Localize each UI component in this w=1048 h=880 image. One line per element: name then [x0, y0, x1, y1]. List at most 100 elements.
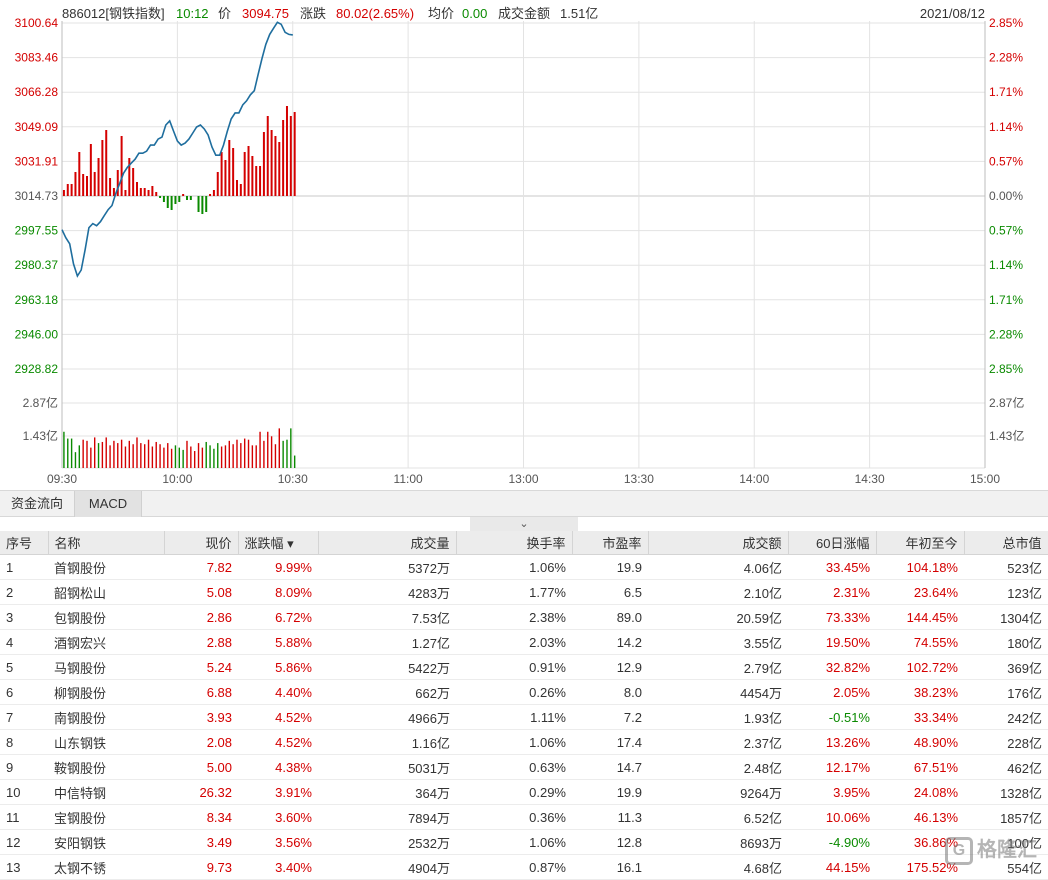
market-cap: 1328亿: [964, 779, 1048, 805]
table-row[interactable]: 2 韶钢松山 5.08 8.09% 4283万 1.77% 6.5 2.10亿 2.31% 23.…: [0, 579, 1048, 605]
table-row[interactable]: 9 鞍钢股份 5.00 4.38% 5031万 0.63% 14.7 2.48亿 12.17% 6…: [0, 754, 1048, 780]
tab-macd[interactable]: MACD: [74, 491, 142, 517]
time-tick-label: 09:30: [47, 472, 77, 486]
row-index: 12: [0, 829, 48, 855]
ytd-change: 38.23%: [876, 679, 964, 705]
table-row[interactable]: 1 首钢股份 7.82 9.99% 5372万 1.06% 19.9 4.06亿 33.45% 1…: [0, 554, 1048, 580]
volume: 4283万: [318, 579, 456, 605]
row-index: 2: [0, 579, 48, 605]
table-row[interactable]: 10 中信特钢 26.32 3.91% 364万 0.29% 19.9 9264万 3.95% 2…: [0, 779, 1048, 805]
amount: 3.55亿: [648, 629, 788, 655]
pe-ratio: 11.3: [572, 804, 648, 830]
current-time: 10:12: [176, 6, 209, 21]
amount-label: 成交金额: [498, 6, 550, 21]
col-header-amount[interactable]: 成交额: [648, 531, 789, 555]
stock-name: 首钢股份: [48, 554, 164, 580]
volume: 7.53亿: [318, 604, 456, 630]
amount: 8693万: [648, 829, 788, 855]
amount: 1.93亿: [648, 704, 788, 730]
volume: 5372万: [318, 554, 456, 580]
stock-name: 南钢股份: [48, 704, 164, 730]
ytd-change: 48.90%: [876, 729, 964, 755]
market-cap: 180亿: [964, 629, 1048, 655]
row-index: 6: [0, 679, 48, 705]
market-cap: 462亿: [964, 754, 1048, 780]
change-60d: 10.06%: [788, 804, 876, 830]
stock-name: 柳钢股份: [48, 679, 164, 705]
ytd-change: 104.18%: [876, 554, 964, 580]
col-header-volume[interactable]: 成交量: [318, 531, 457, 555]
table-header-row: 序号 名称 现价 涨跌幅 ▾ 成交量 换手率 市盈率 成交额 60日涨幅 年初至…: [0, 531, 1048, 555]
stock-name: 包钢股份: [48, 604, 164, 630]
row-index: 9: [0, 754, 48, 780]
change-60d: 2.31%: [788, 579, 876, 605]
turnover: 0.63%: [456, 754, 572, 780]
volume-axis: 2.87亿 2.87亿 1.43亿 1.43亿: [23, 395, 1025, 443]
col-header-turnover[interactable]: 换手率: [456, 531, 573, 555]
turnover: 1.11%: [456, 704, 572, 730]
amount-value: 1.51亿: [560, 6, 598, 21]
price-tick-label: 3066.28: [15, 85, 59, 99]
amount: 2.10亿: [648, 579, 788, 605]
time-tick-label: 10:30: [278, 472, 308, 486]
row-index: 4: [0, 629, 48, 655]
table-row[interactable]: 12 安阳钢铁 3.49 3.56% 2532万 1.06% 12.8 8693万 -4.90%…: [0, 829, 1048, 855]
change-60d: 3.95%: [788, 779, 876, 805]
percent-tick-label: 2.28%: [989, 327, 1023, 341]
turnover: 1.06%: [456, 554, 572, 580]
percent-tick-label: 1.14%: [989, 258, 1023, 272]
table-row[interactable]: 5 马钢股份 5.24 5.86% 5422万 0.91% 12.9 2.79亿 32.82% 1…: [0, 654, 1048, 680]
time-tick-label: 10:00: [162, 472, 192, 486]
change-60d: 19.50%: [788, 629, 876, 655]
volume: 4904万: [318, 854, 456, 880]
table-row[interactable]: 11 宝钢股份 8.34 3.60% 7894万 0.36% 11.3 6.52亿 10.06%…: [0, 804, 1048, 830]
ytd-change: 46.13%: [876, 804, 964, 830]
table-row[interactable]: 3 包钢股份 2.86 6.72% 7.53亿 2.38% 89.0 20.59亿 73.33%…: [0, 604, 1048, 630]
stock-table: 序号 名称 现价 涨跌幅 ▾ 成交量 换手率 市盈率 成交额 60日涨幅 年初至…: [0, 531, 1048, 880]
volume: 364万: [318, 779, 456, 805]
avg-price: 0.00: [462, 6, 487, 21]
row-index: 1: [0, 554, 48, 580]
price-tick-label: 2963.18: [15, 293, 59, 307]
volume: 5031万: [318, 754, 456, 780]
current-price: 3094.75: [242, 6, 289, 21]
col-header-change-pct[interactable]: 涨跌幅 ▾: [238, 531, 319, 555]
col-header-price[interactable]: 现价: [164, 531, 239, 555]
market-cap: 1857亿: [964, 804, 1048, 830]
time-tick-label: 13:30: [624, 472, 654, 486]
price: 3.93: [164, 704, 238, 730]
price-tick-label: 3049.09: [15, 120, 59, 134]
price: 26.32: [164, 779, 238, 805]
table-row[interactable]: 4 酒钢宏兴 2.88 5.88% 1.27亿 2.03% 14.2 3.55亿 19.50% 7…: [0, 629, 1048, 655]
col-header-ytd[interactable]: 年初至今: [876, 531, 965, 555]
market-cap: 1304亿: [964, 604, 1048, 630]
volume: 7894万: [318, 804, 456, 830]
row-index: 7: [0, 704, 48, 730]
table-row[interactable]: 13 太钢不锈 9.73 3.40% 4904万 0.87% 16.1 4.68亿 44.15%…: [0, 854, 1048, 880]
col-header-60d-change[interactable]: 60日涨幅: [788, 531, 877, 555]
change-value: 80.02(2.65%): [336, 6, 414, 21]
percent-tick-label: 0.00%: [989, 189, 1023, 203]
price-tick-label: 3014.73: [15, 189, 59, 203]
col-header-pe[interactable]: 市盈率: [572, 531, 649, 555]
collapse-chevron-icon[interactable]: ⌄: [470, 517, 578, 531]
tab-fund-flow[interactable]: 资金流向: [10, 496, 63, 511]
turnover: 1.77%: [456, 579, 572, 605]
volume: 4966万: [318, 704, 456, 730]
table-row[interactable]: 7 南钢股份 3.93 4.52% 4966万 1.11% 7.2 1.93亿 -0.51% 33…: [0, 704, 1048, 730]
intraday-chart[interactable]: 3100.64 3083.46 3066.28 3049.09 3031.91 3014.…: [0, 0, 1048, 490]
change-60d: 73.33%: [788, 604, 876, 630]
market-cap: 242亿: [964, 704, 1048, 730]
price: 5.24: [164, 654, 238, 680]
change-label: 涨跌: [300, 6, 326, 21]
market-cap: 123亿: [964, 579, 1048, 605]
col-header-name[interactable]: 名称: [48, 531, 165, 555]
chart-grid: [61, 21, 986, 469]
col-header-index[interactable]: 序号: [0, 531, 49, 555]
stock-name: 安阳钢铁: [48, 829, 164, 855]
percent-tick-label: 0.57%: [989, 154, 1023, 168]
amount: 4.06亿: [648, 554, 788, 580]
col-header-market-cap[interactable]: 总市值: [964, 531, 1048, 555]
table-row[interactable]: 8 山东钢铁 2.08 4.52% 1.16亿 1.06% 17.4 2.37亿 13.26% 4…: [0, 729, 1048, 755]
table-row[interactable]: 6 柳钢股份 6.88 4.40% 662万 0.26% 8.0 4454万 2.05% 38.2…: [0, 679, 1048, 705]
